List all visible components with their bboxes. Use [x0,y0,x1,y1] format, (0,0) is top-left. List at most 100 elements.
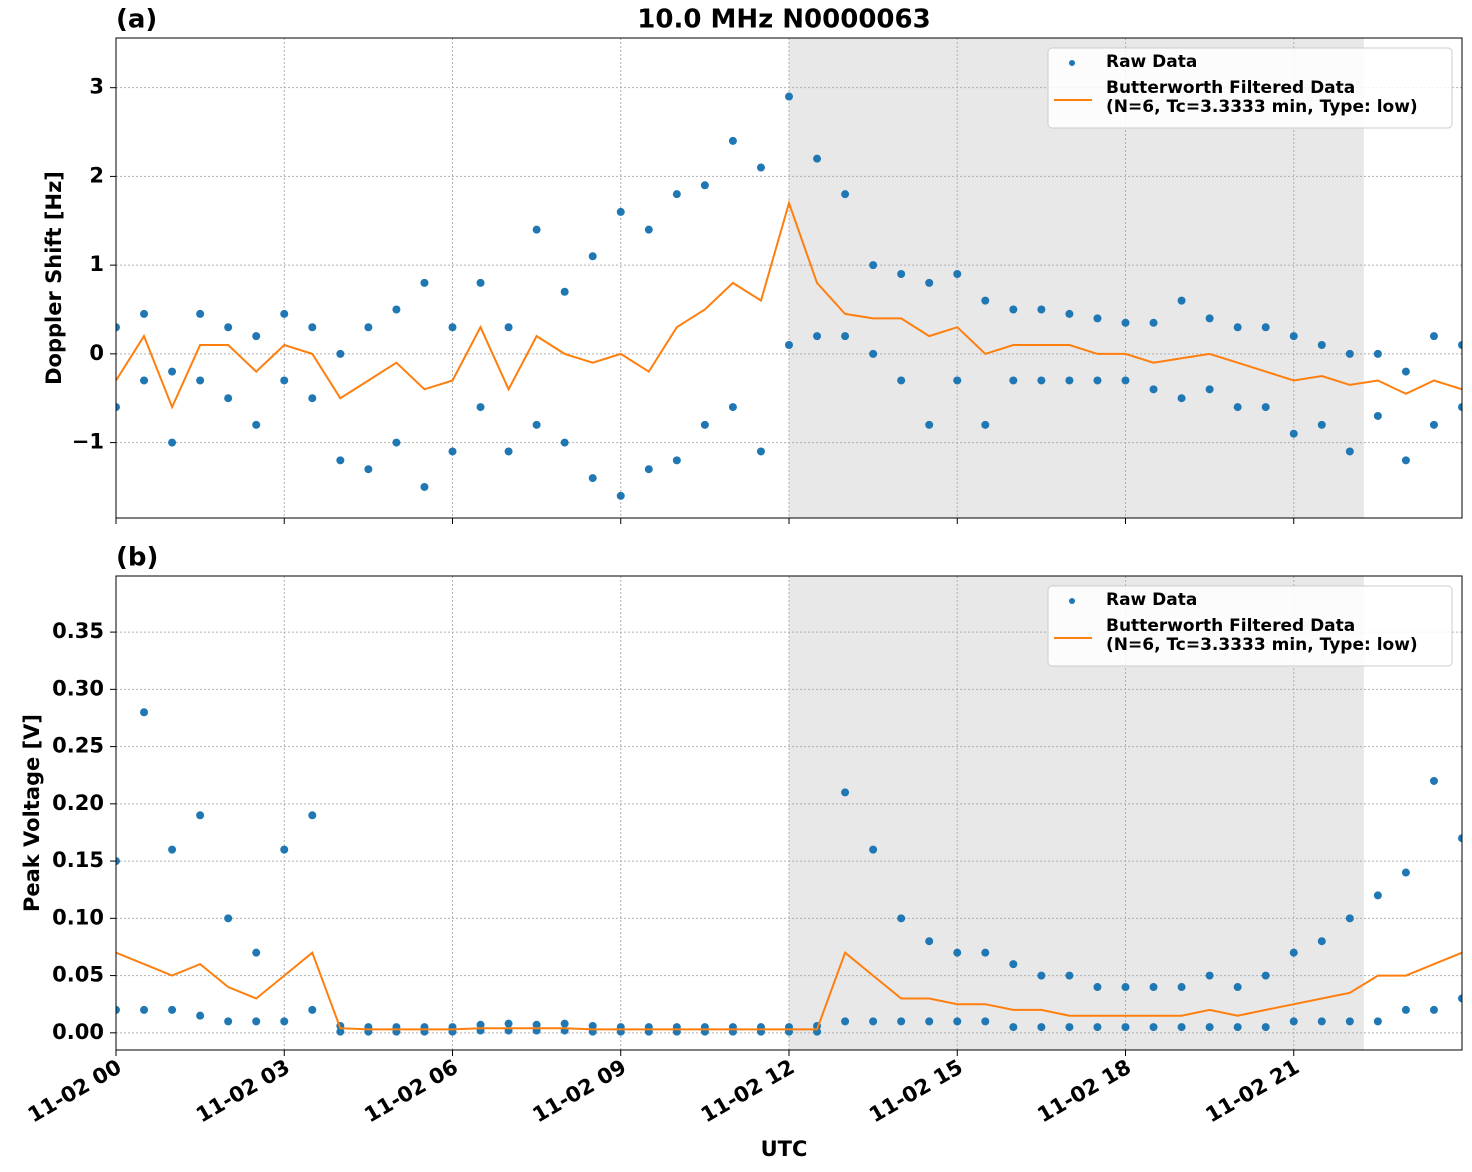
raw-point [336,456,345,465]
x-tick-label: 11-02 03 [192,1055,294,1128]
raw-point [981,296,990,305]
raw-point [841,190,850,199]
raw-point [168,1005,177,1014]
raw-point [953,270,962,279]
raw-point [224,323,233,332]
raw-point [1093,1023,1102,1032]
raw-point [1261,403,1270,412]
legend-label: Raw Data [1106,591,1198,610]
raw-point [1345,447,1354,456]
raw-point [700,181,709,190]
y-axis-label: Doppler Shift [Hz] [42,171,66,385]
raw-point [1037,1023,1046,1032]
raw-point [168,367,177,376]
raw-point [981,948,990,957]
raw-point [981,1017,990,1026]
legend-marker [1069,60,1075,66]
raw-point [1121,318,1130,327]
y-tick-label: 0.05 [52,963,104,987]
x-tick-label: 11-02 09 [528,1055,630,1128]
raw-point [1177,296,1186,305]
raw-point [1205,1023,1214,1032]
raw-point [504,323,513,332]
raw-point [1205,385,1214,394]
y-tick-label: 2 [89,163,104,187]
raw-point [280,845,289,854]
raw-point [616,491,625,500]
raw-point [981,420,990,429]
raw-point [1289,332,1298,341]
raw-point [841,1017,850,1026]
raw-point [420,482,429,491]
raw-point [1093,376,1102,385]
raw-point [1401,1005,1410,1014]
raw-point [1205,314,1214,323]
raw-point [1065,1023,1074,1032]
raw-point [364,323,373,332]
raw-point [1373,349,1382,358]
raw-point [116,403,120,412]
raw-point [953,376,962,385]
raw-point [560,1019,569,1028]
raw-point [953,1017,962,1026]
raw-point [196,1011,205,1020]
raw-point [168,438,177,447]
raw-point [1345,914,1354,923]
raw-point [1401,868,1410,877]
raw-point [280,309,289,318]
raw-point [756,163,765,172]
y-tick-label: 0.15 [52,848,104,872]
raw-point [700,420,709,429]
x-axis-label: UTC [761,1137,808,1161]
raw-point [392,305,401,314]
raw-point [280,1017,289,1026]
raw-point [420,278,429,287]
raw-point [756,447,765,456]
raw-point [1458,994,1462,1003]
plot-area [116,708,1462,1036]
raw-point [1009,960,1018,969]
filtered-line [116,199,1462,410]
raw-point [196,376,205,385]
raw-point [1233,983,1242,992]
raw-point [224,1017,233,1026]
raw-point [672,456,681,465]
raw-point [1065,376,1074,385]
raw-point [116,323,120,332]
raw-point [448,447,457,456]
raw-point [1401,367,1410,376]
raw-point [504,447,513,456]
raw-point [1149,318,1158,327]
raw-point [869,261,878,270]
raw-point [897,1017,906,1026]
raw-point [1177,983,1186,992]
raw-point [224,394,233,403]
raw-point [869,845,878,854]
raw-point [532,225,541,234]
raw-point [1009,376,1018,385]
raw-point [1429,332,1438,341]
raw-point [1177,1023,1186,1032]
legend-box [1047,585,1453,667]
raw-point [869,349,878,358]
raw-point [116,1005,120,1014]
raw-point [116,857,120,866]
raw-point [1037,376,1046,385]
raw-point [1458,834,1462,843]
raw-point [1233,323,1242,332]
x-tick-label: 11-02 15 [865,1055,967,1128]
y-tick-label: 0 [89,341,104,365]
raw-point [1458,403,1462,412]
raw-point [1289,1017,1298,1026]
raw-point [1037,971,1046,980]
y-tick-label: −1 [72,430,104,454]
raw-point [1261,971,1270,980]
raw-point [841,332,850,341]
axes-frame [115,37,1463,519]
y-tick-label: 0.00 [52,1020,104,1044]
raw-point [1121,983,1130,992]
raw-point [897,914,906,923]
raw-point [1458,340,1462,349]
raw-point [1429,1005,1438,1014]
